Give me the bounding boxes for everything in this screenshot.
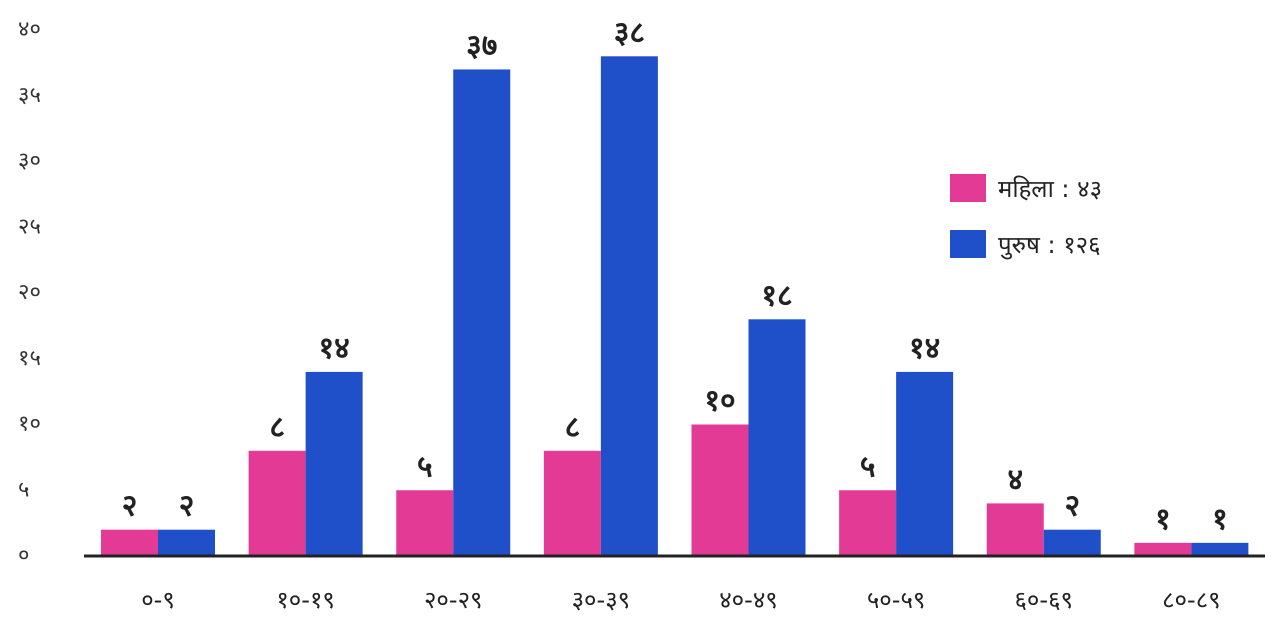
bar-male — [1191, 542, 1249, 556]
legend-label-female: महिला : ४३ — [998, 174, 1103, 203]
data-label: १४ — [909, 331, 940, 366]
y-tick-label: ४० — [18, 17, 41, 42]
y-tick-label: २० — [18, 280, 41, 305]
data-label: २ — [1064, 489, 1080, 524]
bar-male — [896, 371, 954, 556]
bar-female — [248, 450, 306, 556]
data-label: २ — [179, 489, 195, 524]
data-label: ४ — [1007, 462, 1023, 497]
x-tick-label: १०-१९ — [276, 586, 335, 614]
y-axis: ० ५ १० १५ २० २५ ३० ३५ ४० — [18, 17, 41, 568]
data-label: ५ — [860, 449, 876, 484]
x-axis: ०-९ १०-१९ २०-२९ ३०-३९ ४०-४९ ५०-५९ ६०-६९ ८०-८९ — [84, 554, 1265, 614]
bar-male — [748, 319, 806, 556]
data-label: ३८ — [614, 15, 645, 50]
x-tick-label: २०-२९ — [424, 586, 483, 614]
y-tick-label: १५ — [18, 346, 41, 371]
bar-female — [396, 490, 454, 556]
bars-group — [101, 56, 1249, 557]
legend-swatch-female — [950, 174, 986, 202]
y-tick-label: ० — [18, 543, 29, 568]
data-label: ८ — [269, 410, 285, 445]
legend-item-female: महिला : ४३ — [950, 168, 1102, 208]
x-tick-label: ६०-६९ — [1014, 586, 1073, 614]
x-tick-label: ८०-८९ — [1162, 586, 1221, 614]
bar-male — [305, 371, 363, 556]
x-tick-label: ०-९ — [141, 586, 175, 614]
y-tick-label: ३५ — [18, 83, 41, 108]
data-label: १ — [1155, 502, 1171, 537]
bar-female — [691, 424, 749, 556]
legend: महिला : ४३ पुरुष : १२६ — [950, 168, 1102, 280]
bar-female — [543, 450, 601, 556]
bar-male — [600, 56, 658, 557]
y-tick-label: ५ — [18, 477, 29, 502]
y-tick-label: १० — [18, 412, 41, 437]
bar-female — [986, 503, 1044, 556]
data-label: २ — [122, 489, 138, 524]
bar-male — [158, 529, 215, 556]
bar-female — [1134, 542, 1192, 556]
y-tick-label: ३० — [18, 149, 41, 174]
x-tick-label: ३०-३९ — [572, 586, 631, 614]
data-label: ५ — [417, 449, 433, 484]
legend-item-male: पुरुष : १२६ — [950, 224, 1102, 264]
data-label: ३७ — [466, 28, 497, 63]
legend-label-male: पुरुष : १२६ — [998, 230, 1101, 259]
data-label: १४ — [319, 331, 350, 366]
data-labels-group: २ ८ ५ ८ १० ५ ४ १ २ १४ ३७ ३८ १८ १४ २ १ — [122, 15, 1228, 537]
data-label: ८ — [565, 410, 581, 445]
data-label: १० — [704, 384, 735, 419]
y-tick-label: २५ — [18, 214, 41, 239]
data-label: १ — [1212, 502, 1228, 537]
bar-female — [101, 529, 158, 556]
x-tick-label: ५०-५९ — [867, 586, 926, 614]
bar-male — [453, 69, 511, 556]
bar-male — [1043, 529, 1101, 556]
bar-female — [839, 490, 897, 556]
legend-swatch-male — [950, 230, 986, 258]
data-label: १८ — [761, 278, 792, 313]
x-tick-label: ४०-४९ — [719, 586, 778, 614]
